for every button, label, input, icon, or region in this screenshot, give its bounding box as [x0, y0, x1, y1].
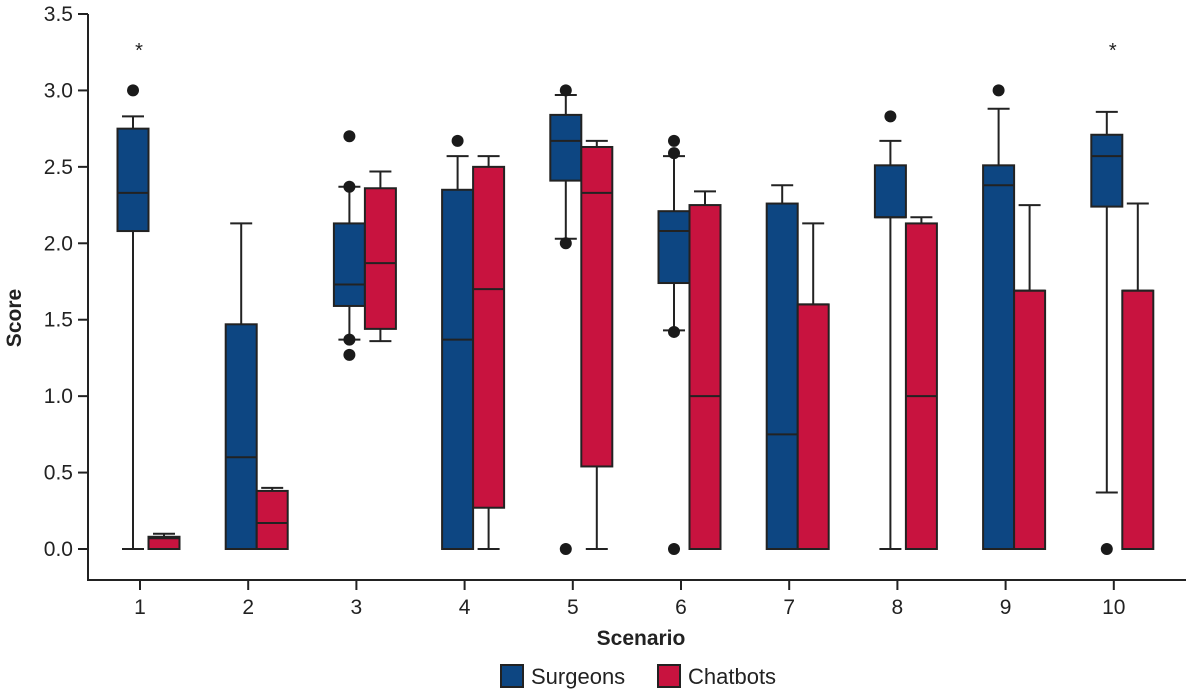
- significance-marker: *: [1109, 40, 1117, 62]
- x-tick-label: 5: [567, 596, 579, 619]
- legend: Surgeons Chatbots: [500, 664, 776, 689]
- outlier-point: [668, 543, 680, 555]
- box-surgeons-5: [549, 84, 583, 555]
- box-chatbots-4: [472, 155, 506, 550]
- y-tick-label: 3.0: [44, 79, 73, 102]
- outlier-point: [668, 325, 680, 338]
- x-tick-label: 9: [1000, 596, 1012, 619]
- box-body: [472, 165, 506, 509]
- x-tick-label: 4: [459, 596, 471, 619]
- outlier-point: [343, 348, 356, 361]
- x-tick-label: 10: [1102, 596, 1125, 619]
- legend-label-chatbots: Chatbots: [688, 664, 776, 689]
- box-body: [441, 188, 475, 551]
- box-body: [255, 489, 289, 550]
- significance-marker: *: [135, 40, 143, 62]
- x-tick-label: 2: [242, 596, 254, 619]
- box-body: [657, 210, 691, 285]
- x-tick-label: 3: [351, 596, 363, 619]
- box-body: [1090, 133, 1124, 208]
- box-body: [549, 113, 583, 182]
- box-body: [688, 204, 722, 550]
- box-chatbots-1: [147, 532, 181, 550]
- y-tick-label: 2.5: [44, 156, 73, 179]
- y-tick-label: 1.5: [44, 309, 73, 332]
- y-ticks: 0.0 0.5 1.0 1.5 2.0 2.5 3.0 3.5: [44, 3, 88, 561]
- box-surgeons-3: [332, 130, 366, 361]
- box-body: [224, 323, 258, 550]
- box-surgeons-8: [873, 110, 907, 550]
- box-chatbots-9: [1013, 204, 1047, 550]
- box-chatbots-5: [580, 139, 614, 550]
- outlier-point: [559, 543, 572, 555]
- box-body: [765, 202, 799, 551]
- box-body: [796, 303, 830, 550]
- axes: 0.0 0.5 1.0 1.5 2.0 2.5 3.0 3.5 1 2 3 4 5 6 7 8 9 10: [44, 3, 1186, 619]
- box-chatbots-10: [1121, 202, 1155, 550]
- legend-swatch-surgeons: [500, 664, 524, 688]
- box-body: [147, 535, 181, 550]
- outlier-point: [451, 134, 464, 147]
- legend-label-surgeons: Surgeons: [531, 664, 625, 689]
- outlier-point: [343, 333, 356, 346]
- box-body: [904, 222, 938, 551]
- y-tick-label: 3.5: [44, 3, 73, 26]
- box-surgeons-7: [765, 184, 799, 551]
- x-axis-title: Scenario: [597, 627, 686, 650]
- legend-swatch-chatbots: [657, 664, 681, 688]
- box-surgeons-10: [1090, 110, 1124, 555]
- y-tick-label: 2.0: [44, 232, 73, 255]
- box-chatbots-7: [796, 222, 830, 550]
- outlier-point: [559, 237, 572, 250]
- box-chatbots-8: [904, 216, 938, 551]
- box-body: [873, 164, 907, 219]
- box-body: [116, 127, 150, 233]
- outlier-point: [127, 84, 139, 97]
- outlier-point: [668, 147, 680, 160]
- box-surgeons-4: [441, 134, 475, 551]
- x-tick-label: 7: [783, 596, 795, 619]
- outlier-point: [992, 84, 1005, 97]
- outlier-point: [884, 110, 897, 123]
- box-surgeons-6: [657, 134, 691, 555]
- box-chatbots-6: [688, 190, 722, 550]
- outlier-point: [668, 134, 680, 147]
- plot-area: * *: [116, 40, 1155, 555]
- outlier-point: [1100, 543, 1113, 555]
- y-tick-label: 0.0: [44, 538, 73, 561]
- box-body: [580, 145, 614, 468]
- x-tick-label: 1: [134, 596, 146, 619]
- box-body: [332, 222, 366, 307]
- box-surgeons-2: [224, 222, 258, 550]
- x-tick-label: 8: [892, 596, 904, 619]
- box-surgeons-9: [982, 84, 1016, 550]
- box-body: [1121, 289, 1155, 550]
- box-surgeons-1: [116, 84, 150, 550]
- box-body: [982, 164, 1016, 550]
- y-tick-label: 0.5: [44, 462, 73, 485]
- y-tick-label: 1.0: [44, 385, 73, 408]
- box-body: [1013, 289, 1047, 550]
- y-axis-title: Score: [3, 289, 26, 347]
- outlier-point: [343, 180, 356, 193]
- box-chatbots-3: [363, 170, 397, 343]
- x-ticks: 1 2 3 4 5 6 7 8 9 10: [134, 580, 1125, 619]
- outlier-point: [343, 130, 356, 143]
- box-body: [363, 187, 397, 330]
- box-chatbots-2: [255, 486, 289, 550]
- outlier-point: [559, 84, 572, 97]
- x-tick-label: 6: [675, 596, 687, 619]
